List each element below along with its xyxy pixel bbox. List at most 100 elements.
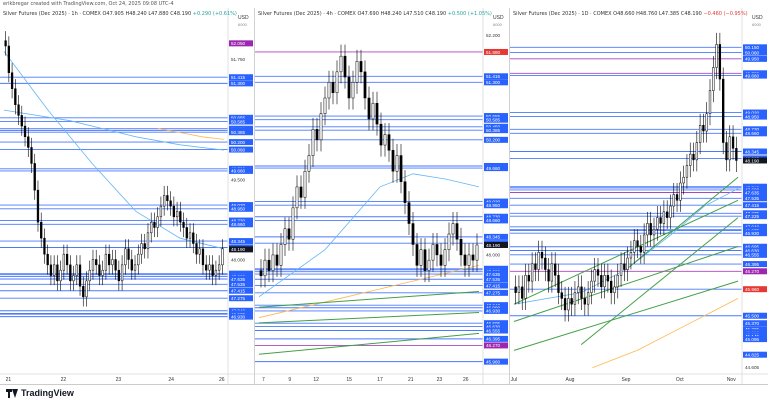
candle-body [560,292,563,299]
candle-body [666,211,669,218]
price-label-bg [743,286,767,293]
pane-1h[interactable]: 52.05051.75051.41551.30050.65550.58550.4… [0,8,255,384]
candle-body [672,194,675,207]
candle-body [319,113,323,141]
chart-svg-1h[interactable]: 52.05051.75051.41551.30050.65550.58550.4… [0,8,254,384]
candle-body [639,246,642,253]
price-label: 47.635 [231,277,245,282]
price-label: 50.655 [486,114,500,119]
candle-body [311,129,315,156]
price-label-bg [484,127,508,134]
price-label-bg [229,118,253,125]
candle-body [537,251,540,270]
candle-body [130,259,133,271]
price-label-bg [743,351,767,358]
price-label: 49.950 [745,57,759,62]
price-label: 48.950 [745,114,759,119]
candle-body [201,248,205,266]
time-tick: Jul [511,377,517,383]
price-label: 48.190 [745,158,759,163]
candle-body [395,155,399,172]
candle-body [211,264,214,276]
time-tick: 23 [437,377,443,383]
candle-body [355,61,359,83]
candle-body [327,82,331,99]
candle-body [192,232,195,244]
price-label: 48.950 [486,203,500,208]
tradingview-logo[interactable]: TradingView [6,387,74,399]
price-label: 49.660 [745,73,759,78]
candle-body [399,155,403,182]
currency-label: USD [238,15,249,21]
candle-body [150,221,153,234]
price-label: 52.050 [231,41,245,46]
candle-body [17,104,20,116]
price-label-bg [743,130,767,137]
candle-body [133,264,137,271]
price-label-bg [229,205,253,212]
candle-body [642,234,646,253]
price-label: 45.370 [745,321,759,326]
symbol-label: Silver Futures (Dec 2025) · 1h · COMEX [3,11,101,17]
price-label: 50.655 [231,116,245,121]
candle-body [652,228,656,236]
sub-label: 6000 [752,22,761,27]
candle-body [540,251,544,259]
pane-1d[interactable]: 50.15050.06049.95049.70049.66049.02048.9… [510,8,768,384]
price-label-bg [229,275,253,282]
trendline [513,246,739,322]
price-label: 50.060 [745,50,759,55]
candle-body [708,90,712,114]
price-label-bg [484,282,508,289]
candle-body [443,249,447,266]
price-label-bg [743,148,767,155]
pane-4h[interactable]: 52.200 51.880 51.415 51.300 50.655 50.585 50.4… [255,8,510,384]
candle-body [435,244,439,256]
candle-body [626,257,629,270]
price-label: 48.345 [486,235,500,240]
price-label: 48.660 [231,222,245,227]
ohlc-values: O47.905 H48.240 L47.880 C48.190 [102,11,192,17]
candle-body [702,124,705,132]
price-label-bg [229,202,253,209]
candle-body [198,248,201,255]
candle-body [583,298,586,305]
time-tick: 24 [168,377,174,383]
ohlc-values: O48.660 H48.760 L47.385 C48.190 [613,11,702,17]
candle-body [407,202,411,224]
price-label: 51.300 [231,81,245,86]
footer-bar: TradingView [0,384,768,401]
candle-body [590,280,593,293]
candle-body [275,254,279,266]
price-label-bg [743,55,767,62]
price-label-bg [229,129,253,136]
chart-svg-1d[interactable]: 50.15050.06049.95049.70049.66049.02048.9… [510,8,768,384]
candle-body [447,233,451,250]
candle-body [419,249,423,266]
candle-body [669,205,672,218]
candle-body [156,216,159,228]
time-tick: 22 [61,377,67,383]
price-label: 48.190 [231,247,245,252]
candle-body [698,124,702,143]
price-label: 46.930 [745,231,759,236]
candle-body [351,82,355,99]
candle-body [379,123,383,146]
price-label: 46.555 [745,253,759,258]
change-value: +0.500 (+1.05%) [447,11,492,17]
price-label-bg [484,136,508,143]
price-label: 47.275 [231,296,245,301]
price-label: 50.385 [486,128,500,133]
candle-body [411,223,415,245]
price-label-bg [484,217,508,224]
price-label-bg [484,323,508,330]
candle-body [619,263,623,276]
candle-body [267,259,271,271]
candle-body [49,264,53,276]
candle-body [166,195,169,202]
price-label-bg [743,268,767,275]
price-label-bg [484,73,508,80]
candle-body [218,264,221,271]
candle-body [586,292,590,305]
